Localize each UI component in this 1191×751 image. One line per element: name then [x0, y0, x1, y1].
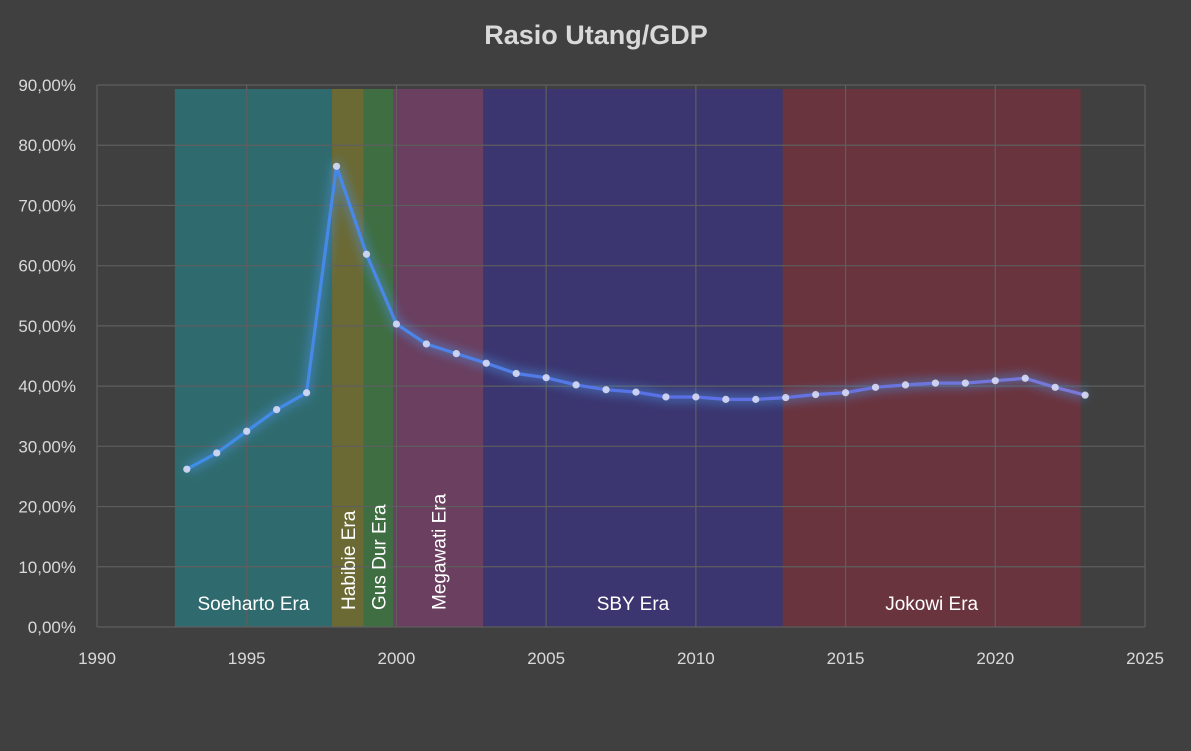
y-tick-label: 50,00% — [18, 317, 76, 336]
era-label: Habibie Era — [339, 510, 360, 610]
y-tick-label: 90,00% — [18, 76, 76, 95]
data-point — [1081, 391, 1089, 399]
x-tick-label: 2010 — [677, 649, 715, 668]
x-tick-label: 2025 — [1126, 649, 1164, 668]
data-point — [961, 379, 969, 387]
y-tick-label: 10,00% — [18, 558, 76, 577]
data-point — [1051, 383, 1059, 391]
data-point — [542, 374, 550, 382]
data-point — [991, 377, 999, 385]
axes: 0,00% 10,00% 20,00% 30,00% 40,00% 50,00% 60,00… — [18, 76, 1164, 668]
era-band-0 — [174, 89, 333, 627]
y-tick-label: 80,00% — [18, 136, 76, 155]
data-point — [901, 381, 910, 389]
data-point — [362, 250, 371, 258]
data-point — [871, 383, 880, 391]
era-label: SBY Era — [597, 594, 670, 615]
data-point — [662, 393, 670, 401]
data-point — [452, 349, 460, 358]
data-point — [692, 393, 700, 401]
y-tick-label: 20,00% — [18, 498, 76, 517]
data-point — [512, 369, 520, 378]
data-point — [332, 162, 341, 170]
era-band-2 — [363, 89, 394, 627]
data-point — [482, 359, 490, 367]
data-point — [722, 395, 730, 403]
data-point — [782, 393, 790, 402]
data-points — [183, 162, 1089, 473]
data-point — [183, 465, 191, 473]
data-point — [812, 390, 820, 399]
x-tick-label: 1995 — [228, 649, 266, 668]
data-point — [422, 340, 430, 348]
era-labels: Soeharto Era Habibie Era Gus Dur Era Megawa… — [197, 493, 978, 615]
x-tick-label: 2005 — [527, 649, 565, 668]
data-point — [632, 388, 640, 396]
y-tick-label: 30,00% — [18, 437, 76, 456]
data-point — [303, 389, 311, 397]
x-tick-label: 2000 — [378, 649, 416, 668]
data-point — [273, 405, 281, 414]
x-tick-label: 2020 — [976, 649, 1014, 668]
x-tick-label: 2015 — [827, 649, 865, 668]
y-tick-label: 60,00% — [18, 257, 76, 276]
era-label: Megawati Era — [429, 493, 450, 610]
era-label: Jokowi Era — [885, 594, 978, 615]
data-point — [841, 389, 850, 397]
era-band-4 — [483, 89, 783, 627]
data-point — [243, 427, 251, 435]
data-point — [752, 395, 760, 403]
data-point — [602, 386, 610, 394]
data-point — [572, 381, 580, 389]
era-label: Soeharto Era — [197, 594, 309, 615]
x-tick-label: 1990 — [78, 649, 116, 668]
data-point — [931, 379, 940, 387]
era-bands — [174, 89, 1081, 627]
data-point — [392, 320, 401, 328]
y-tick-label: 0,00% — [28, 618, 76, 637]
data-point — [1021, 374, 1029, 382]
data-point — [213, 449, 221, 457]
era-label: Gus Dur Era — [370, 504, 391, 610]
y-tick-label: 70,00% — [18, 196, 76, 215]
era-band-5 — [782, 89, 1081, 627]
chart-title: Rasio Utang/GDP — [484, 20, 708, 50]
y-tick-label: 40,00% — [18, 377, 76, 396]
